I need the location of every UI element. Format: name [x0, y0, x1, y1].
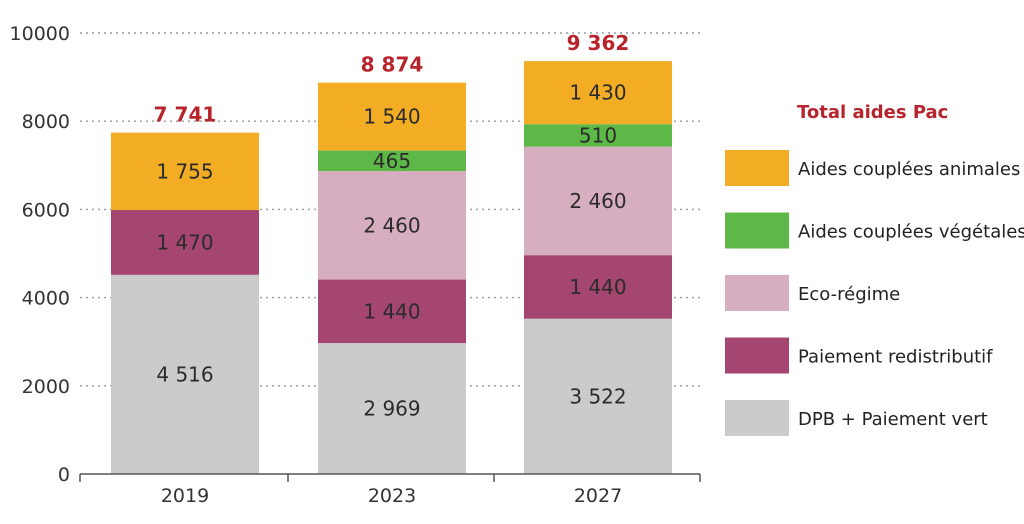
- legend-swatch: [725, 337, 789, 374]
- segment-value-label: 2 969: [363, 397, 420, 421]
- bar-segment: [524, 255, 672, 319]
- legend-label: Eco-régime: [798, 284, 900, 305]
- legend-swatch: [725, 150, 789, 186]
- segment-value-label: 510: [579, 123, 617, 147]
- segment-value-label: 1 430: [569, 81, 626, 105]
- bar-segment: [524, 61, 672, 125]
- bar-segment: [318, 171, 466, 280]
- total-value-label: 8 874: [361, 53, 424, 77]
- bar-segment: [524, 146, 672, 256]
- y-tick-label: 0: [58, 464, 70, 486]
- y-tick-label: 4000: [22, 288, 70, 310]
- bar-segment: [318, 150, 466, 172]
- bar-layer: 4 516 1 470 1 755 7 741 2 969 1 440 2 460 465 1 …: [111, 31, 672, 474]
- segment-value-label: 1 440: [569, 275, 626, 299]
- segment-value-label: 4 516: [156, 362, 213, 386]
- bar-segment: [318, 82, 466, 151]
- axis-layer: 0 2000 4000 6000 8000 10000 2019 2023 2027: [10, 23, 701, 507]
- bar-segment: [111, 274, 259, 474]
- total-value-label: 9 362: [567, 31, 630, 55]
- legend-label: DPB + Paiement vert: [798, 409, 988, 430]
- legend-label: Aides couplées animales: [798, 159, 1020, 180]
- legend: Total aides Pac Aides couplées animales A…: [725, 102, 1024, 436]
- bar-segment: [524, 124, 672, 147]
- x-tick-label: 2027: [574, 485, 622, 507]
- segment-value-label: 2 460: [569, 189, 626, 213]
- total-value-label: 7 741: [154, 103, 217, 127]
- y-tick-label: 6000: [22, 199, 70, 221]
- legend-title: Total aides Pac: [797, 102, 948, 123]
- bar-segment: [111, 210, 259, 275]
- legend-label: Aides couplées végétales: [798, 222, 1024, 243]
- segment-value-label: 2 460: [363, 213, 420, 237]
- segment-value-label: 1 470: [156, 230, 213, 254]
- segment-value-label: 1 755: [156, 159, 213, 183]
- legend-swatch: [725, 400, 789, 436]
- legend-swatch: [725, 212, 789, 249]
- segment-value-label: 465: [373, 149, 411, 173]
- x-tick-label: 2023: [368, 485, 416, 507]
- segment-value-label: 3 522: [569, 384, 626, 408]
- y-tick-label: 2000: [22, 376, 70, 398]
- segment-value-label: 1 440: [363, 299, 420, 323]
- y-tick-label: 8000: [22, 111, 70, 133]
- bar-segment: [524, 318, 672, 474]
- bar-segment: [318, 279, 466, 344]
- legend-label: Paiement redistributif: [798, 347, 993, 368]
- segment-value-label: 1 540: [363, 105, 420, 129]
- bar-segment: [111, 132, 259, 211]
- bar-segment: [318, 343, 466, 474]
- y-tick-label: 10000: [10, 23, 70, 45]
- legend-swatch: [725, 275, 789, 311]
- x-tick-label: 2019: [161, 485, 209, 507]
